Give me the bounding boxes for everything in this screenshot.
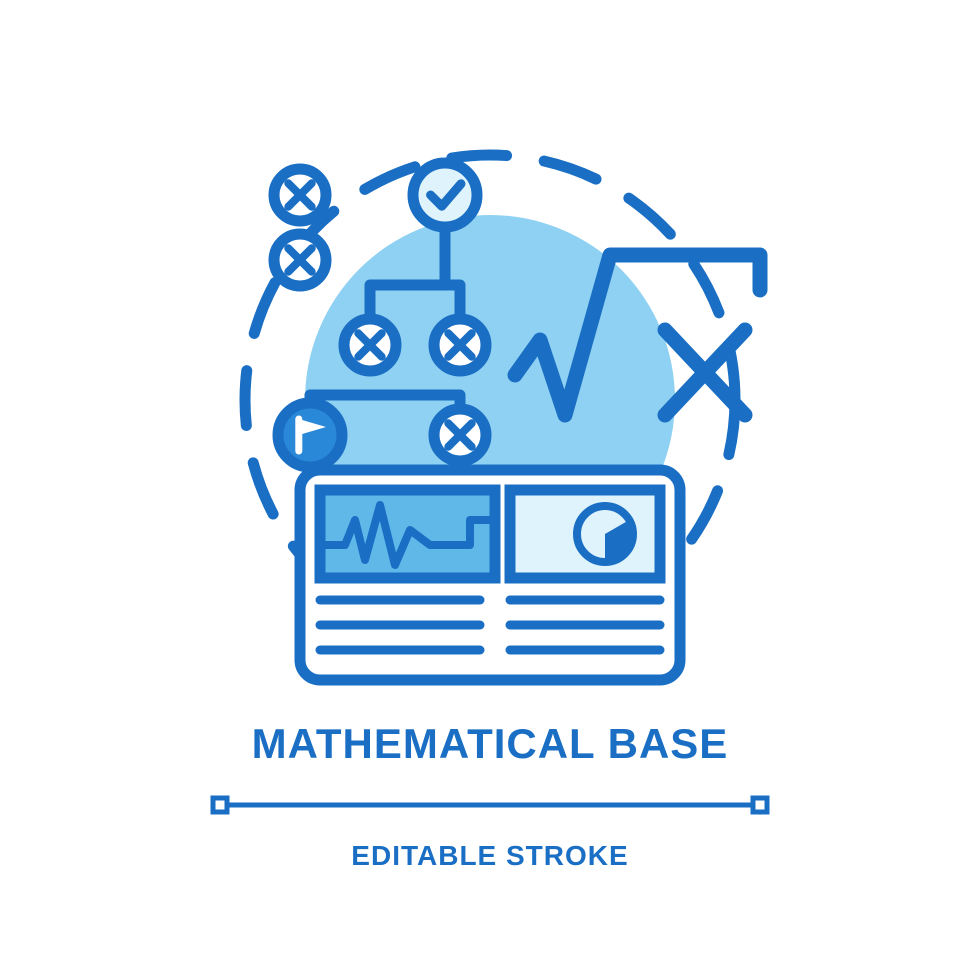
infographic-stage: MATHEMATICAL BASE EDITABLE STROKE xyxy=(0,0,980,980)
concept-illustration xyxy=(0,0,980,980)
title-label: MATHEMATICAL BASE xyxy=(0,720,980,768)
subtitle-label: EDITABLE STROKE xyxy=(0,840,980,872)
